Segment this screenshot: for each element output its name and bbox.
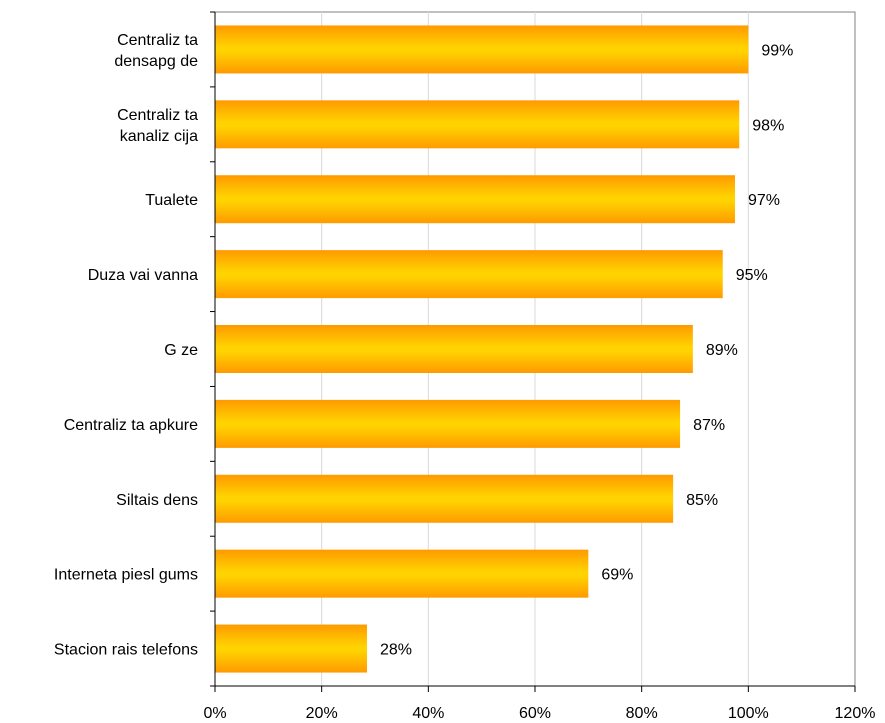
y-category-label: Stacion rais telefons (54, 642, 198, 659)
x-tick-label: 80% (626, 705, 658, 722)
bar (215, 100, 740, 149)
bar (215, 325, 693, 373)
data-label: 97% (748, 192, 780, 209)
data-label: 98% (752, 117, 784, 134)
y-category-label: Centraliz ta (117, 107, 198, 124)
data-label: 87% (693, 417, 725, 434)
data-labels: 99% 98% 97% 95% 89% 87% 85% 69% 28% (380, 42, 793, 658)
data-label: 99% (761, 42, 793, 59)
y-category-label: densapg de (114, 53, 198, 70)
x-axis: 0% 20% 40% 60% 80% 100% 120% (203, 11, 876, 722)
y-category-label: Centraliz ta (117, 32, 198, 49)
data-label: 28% (380, 642, 412, 659)
y-category-label: G ze (164, 342, 198, 359)
bar (215, 474, 674, 523)
y-category-label: Tualete (145, 192, 198, 209)
x-tick-label: 0% (203, 705, 226, 722)
data-label: 69% (601, 567, 633, 584)
y-category-label: Interneta piesl gums (54, 567, 198, 584)
bars (215, 25, 749, 673)
y-axis-labels: Centraliz ta densapg de Centraliz ta kanali… (54, 32, 198, 659)
bar (215, 399, 681, 448)
bar (215, 549, 589, 598)
bar (215, 175, 735, 224)
y-category-label: Siltais dens (116, 492, 198, 509)
data-label: 95% (736, 267, 768, 284)
bar (215, 250, 723, 299)
x-tick-label: 120% (835, 705, 876, 722)
y-category-label: kanaliz cija (120, 128, 198, 145)
y-category-label: Duza vai vanna (88, 267, 198, 284)
bar (215, 624, 367, 673)
x-tick-label: 20% (306, 705, 338, 722)
data-label: 85% (686, 492, 718, 509)
x-tick-label: 40% (412, 705, 444, 722)
data-label: 89% (706, 342, 738, 359)
x-tick-label: 60% (519, 705, 551, 722)
x-tick-label: 100% (728, 705, 769, 722)
y-category-label: Centraliz ta apkure (64, 417, 198, 434)
bar (215, 25, 749, 74)
